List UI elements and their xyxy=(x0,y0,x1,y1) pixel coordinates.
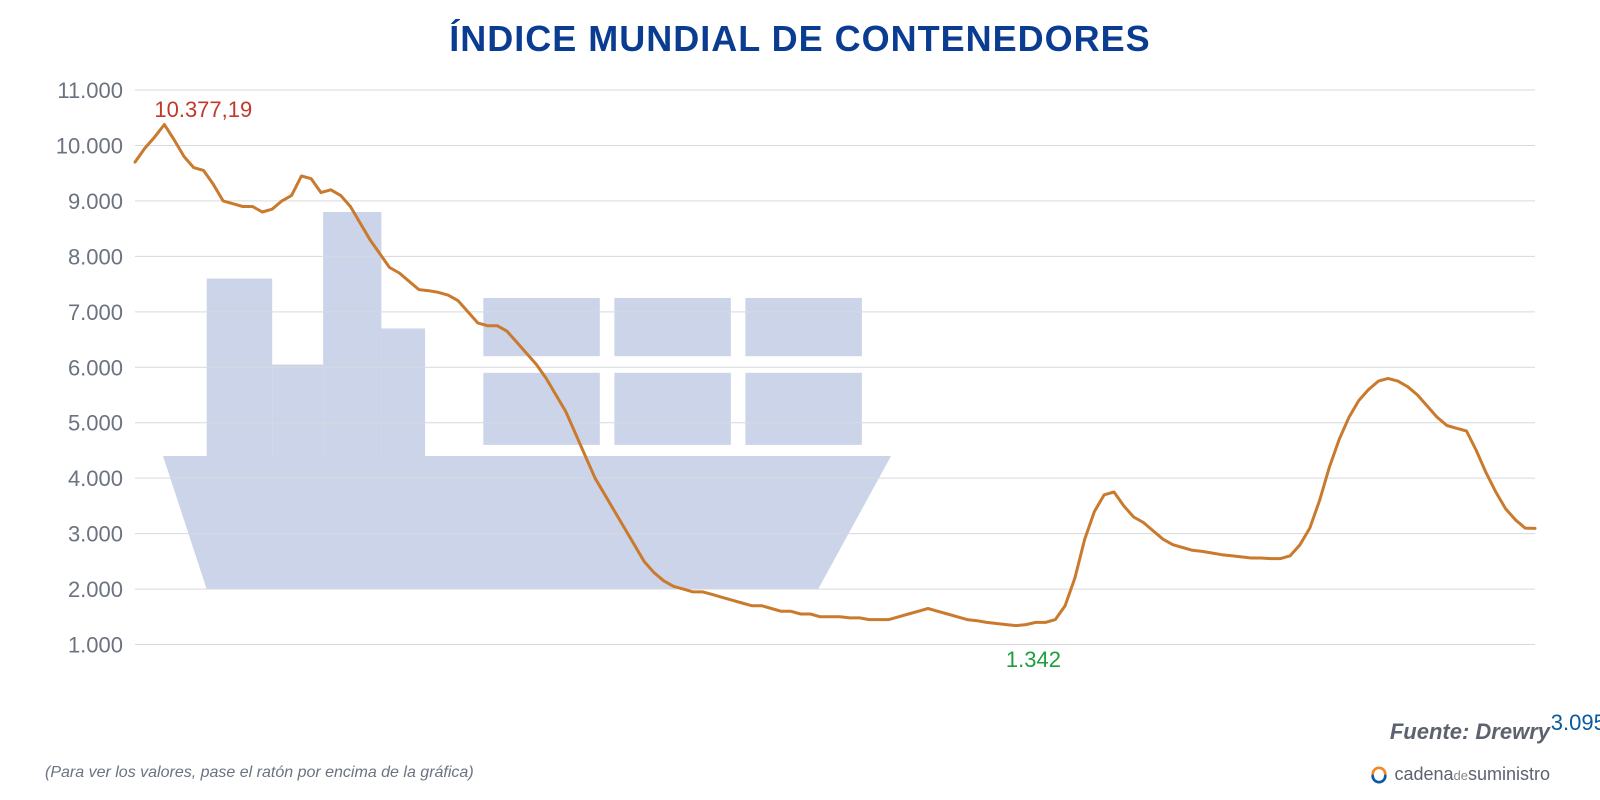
annotation-label: 3.095 xyxy=(1551,710,1600,736)
svg-text:10.000: 10.000 xyxy=(56,133,123,158)
svg-text:11.000: 11.000 xyxy=(57,80,123,103)
logo-text: cadenadesuministro xyxy=(1394,764,1550,785)
chart-area[interactable]: 1.000 2.000 3.000 4.000 5.000 6.000 7.000 8.000… xyxy=(40,80,1560,710)
svg-text:4.000: 4.000 xyxy=(68,466,123,491)
svg-text:5.000: 5.000 xyxy=(68,411,123,436)
svg-text:9.000: 9.000 xyxy=(68,189,123,214)
annotation-label: 1.342 xyxy=(1006,647,1061,673)
svg-text:1.000: 1.000 xyxy=(68,633,123,658)
svg-text:2.000: 2.000 xyxy=(68,577,123,602)
ship-illustration xyxy=(163,212,891,589)
logo-icon xyxy=(1370,766,1388,784)
line-chart-svg: 1.000 2.000 3.000 4.000 5.000 6.000 7.000 8.000… xyxy=(40,80,1560,710)
hover-hint: (Para ver los valores, pase el ratón por… xyxy=(45,764,474,782)
svg-text:3.000: 3.000 xyxy=(68,522,123,547)
source-label: Fuente: Drewry xyxy=(1390,719,1550,745)
svg-text:7.000: 7.000 xyxy=(68,300,123,325)
svg-text:8.000: 8.000 xyxy=(68,244,123,269)
y-axis-ticks: 1.000 2.000 3.000 4.000 5.000 6.000 7.000 8.000… xyxy=(56,80,123,658)
svg-text:6.000: 6.000 xyxy=(68,355,123,380)
annotation-label: 10.377,19 xyxy=(154,97,252,123)
chart-title: ÍNDICE MUNDIAL DE CONTENEDORES xyxy=(0,0,1600,60)
brand-logo: cadenadesuministro xyxy=(1370,764,1550,785)
